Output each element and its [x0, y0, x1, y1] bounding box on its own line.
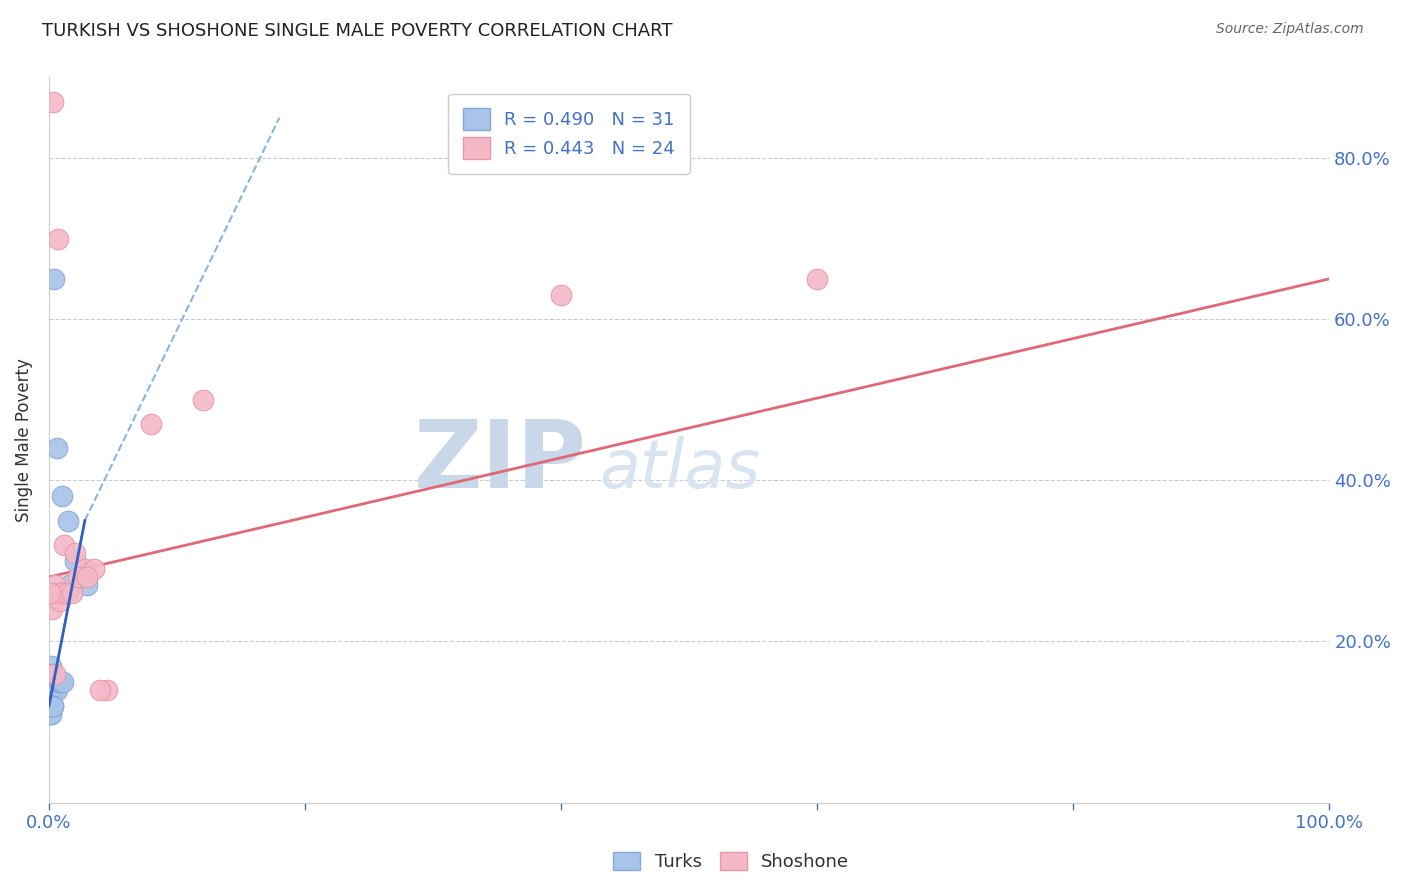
Point — [49, 674, 72, 689]
Point — [41, 698, 63, 713]
Point — [191, 392, 214, 407]
Point — [42, 682, 65, 697]
Point — [41, 666, 63, 681]
Point — [39, 698, 62, 713]
Point — [56, 586, 79, 600]
Point — [39, 698, 62, 713]
Point — [58, 578, 80, 592]
Point — [44, 578, 66, 592]
Point — [45, 441, 67, 455]
Point — [42, 674, 65, 689]
Point — [76, 578, 98, 592]
Point — [141, 417, 163, 431]
Legend: Turks, Shoshone: Turks, Shoshone — [606, 845, 856, 879]
Point — [39, 698, 62, 713]
Point — [39, 698, 62, 713]
Point — [41, 698, 63, 713]
Point — [55, 586, 77, 600]
Point — [56, 514, 79, 528]
Point — [49, 594, 72, 608]
Point — [89, 682, 111, 697]
Point — [39, 586, 62, 600]
Point — [96, 682, 118, 697]
Point — [39, 706, 62, 721]
Point — [42, 95, 65, 109]
Text: atlas: atlas — [599, 436, 761, 502]
Point — [76, 570, 98, 584]
Text: Source: ZipAtlas.com: Source: ZipAtlas.com — [1216, 22, 1364, 37]
Point — [45, 586, 67, 600]
Point — [44, 666, 66, 681]
Point — [63, 546, 86, 560]
Point — [46, 682, 69, 697]
Point — [550, 288, 572, 302]
Point — [52, 674, 75, 689]
Point — [73, 562, 96, 576]
Text: ZIP: ZIP — [413, 416, 586, 508]
Point — [51, 490, 73, 504]
Point — [46, 231, 69, 245]
Point — [83, 562, 105, 576]
Point — [806, 272, 828, 286]
Point — [49, 674, 72, 689]
Point — [63, 554, 86, 568]
Point — [42, 698, 65, 713]
Point — [67, 570, 90, 584]
Point — [39, 586, 62, 600]
Point — [42, 674, 65, 689]
Y-axis label: Single Male Poverty: Single Male Poverty — [15, 358, 32, 522]
Point — [39, 658, 62, 673]
Point — [53, 538, 76, 552]
Point — [70, 570, 93, 584]
Point — [41, 602, 63, 616]
Point — [39, 706, 62, 721]
Point — [48, 674, 70, 689]
Text: TURKISH VS SHOSHONE SINGLE MALE POVERTY CORRELATION CHART: TURKISH VS SHOSHONE SINGLE MALE POVERTY … — [42, 22, 672, 40]
Point — [45, 682, 67, 697]
Point — [60, 586, 83, 600]
Point — [51, 586, 73, 600]
Legend: R = 0.490   N = 31, R = 0.443   N = 24: R = 0.490 N = 31, R = 0.443 N = 24 — [449, 94, 690, 174]
Point — [41, 674, 63, 689]
Point — [44, 682, 66, 697]
Point — [42, 272, 65, 286]
